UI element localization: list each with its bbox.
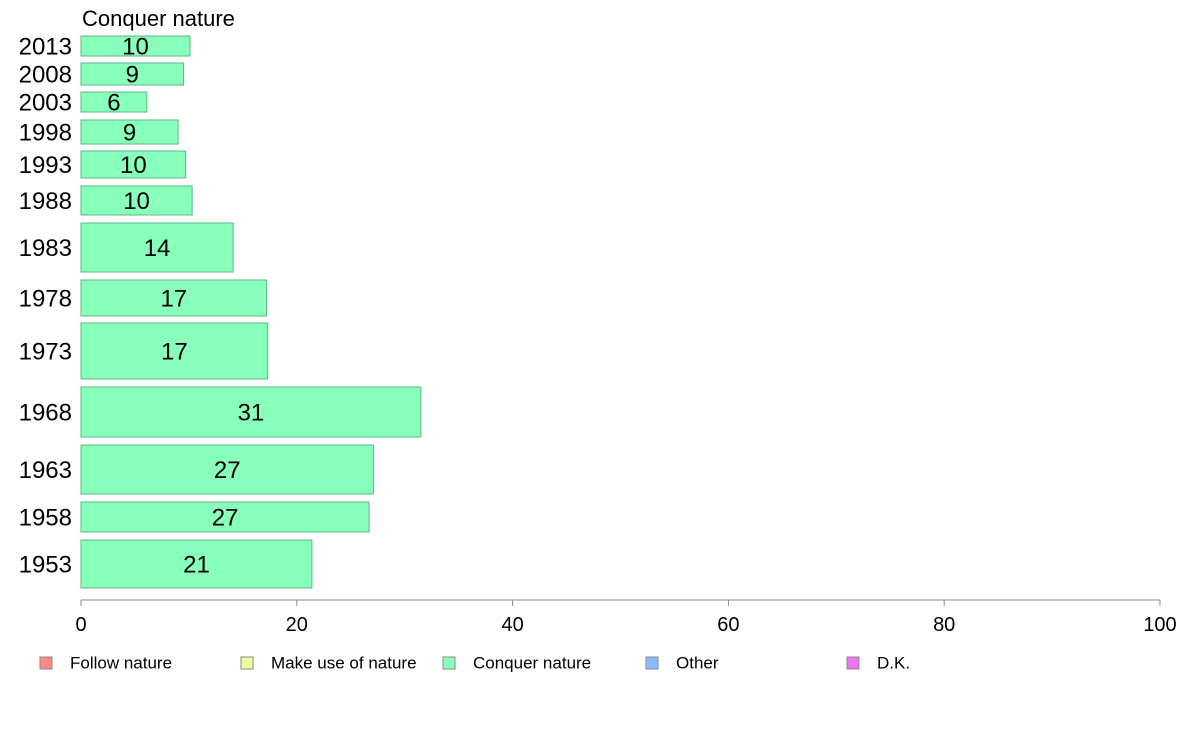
bar-1988 (80, 185, 193, 216)
bar-2008 (80, 62, 185, 86)
legend-label-follow-nature: Follow nature (70, 654, 172, 673)
legend-label-conquer-nature: Conquer nature (473, 654, 591, 673)
bar-1978 (80, 279, 268, 317)
legend-swatch-make-use-of-nature (240, 656, 254, 670)
bars-group: 21 1953 27 1958 27 1963 31 1968 17 1973 17 1978 14 19… (19, 34, 422, 589)
bar-value-label-2003: 6 (107, 90, 120, 117)
bar-1983 (80, 222, 234, 273)
legend-swatch-other (645, 656, 659, 670)
bar-1968 (80, 386, 422, 438)
legend-swatch-conquer-nature (442, 656, 456, 670)
category-label-1998: 1998 (19, 120, 72, 147)
x-tick-label-0: 0 (75, 614, 86, 636)
category-label-2008: 2008 (19, 62, 72, 89)
bar-1953 (80, 539, 313, 589)
bar-1963 (80, 444, 374, 495)
x-tick-label-20: 20 (286, 614, 308, 636)
x-tick-label-40: 40 (501, 614, 523, 636)
bar-value-label-1978: 17 (160, 286, 187, 313)
bar-1958 (80, 501, 370, 533)
category-label-1973: 1973 (19, 339, 72, 366)
chart-title: Conquer nature (82, 6, 235, 31)
category-label-2003: 2003 (19, 90, 72, 117)
bar-1993 (80, 150, 187, 179)
bar-1998 (80, 119, 179, 145)
x-tick-label-80: 80 (933, 614, 955, 636)
bar-2013 (80, 35, 191, 57)
bar-value-label-1983: 14 (144, 235, 171, 262)
category-label-1958: 1958 (19, 505, 72, 532)
category-label-1983: 1983 (19, 235, 72, 262)
bar-value-label-1963: 27 (214, 457, 241, 484)
legend: Follow nature Make use of nature Conquer n… (39, 654, 910, 673)
bar-value-label-2013: 10 (122, 34, 149, 61)
category-label-1953: 1953 (19, 552, 72, 579)
bar-2003 (80, 91, 148, 113)
category-label-1993: 1993 (19, 152, 72, 179)
x-tick-label-100: 100 (1143, 614, 1176, 636)
category-label-1978: 1978 (19, 286, 72, 313)
bar-value-label-2008: 9 (126, 62, 139, 89)
bar-value-label-1993: 10 (120, 152, 147, 179)
legend-swatch-follow-nature (39, 656, 53, 670)
bar-value-label-1953: 21 (183, 552, 210, 579)
x-tick-label-60: 60 (717, 614, 739, 636)
category-label-1968: 1968 (19, 400, 72, 427)
bar-value-label-1958: 27 (212, 505, 239, 532)
bar-value-label-1973: 17 (161, 339, 188, 366)
category-label-2013: 2013 (19, 34, 72, 61)
bar-value-label-1968: 31 (238, 400, 265, 427)
legend-label-make-use-of-nature: Make use of nature (271, 654, 417, 673)
category-label-1963: 1963 (19, 457, 72, 484)
category-label-1988: 1988 (19, 188, 72, 215)
bar-value-label-1998: 9 (123, 120, 136, 147)
bar-1973 (80, 322, 269, 380)
bar-value-label-1988: 10 (123, 188, 150, 215)
legend-label-other: Other (676, 654, 719, 673)
legend-swatch-d-k (846, 656, 860, 670)
legend-label-d-k: D.K. (877, 654, 910, 673)
x-axis: 0 20 40 60 80 100 (75, 599, 1177, 636)
